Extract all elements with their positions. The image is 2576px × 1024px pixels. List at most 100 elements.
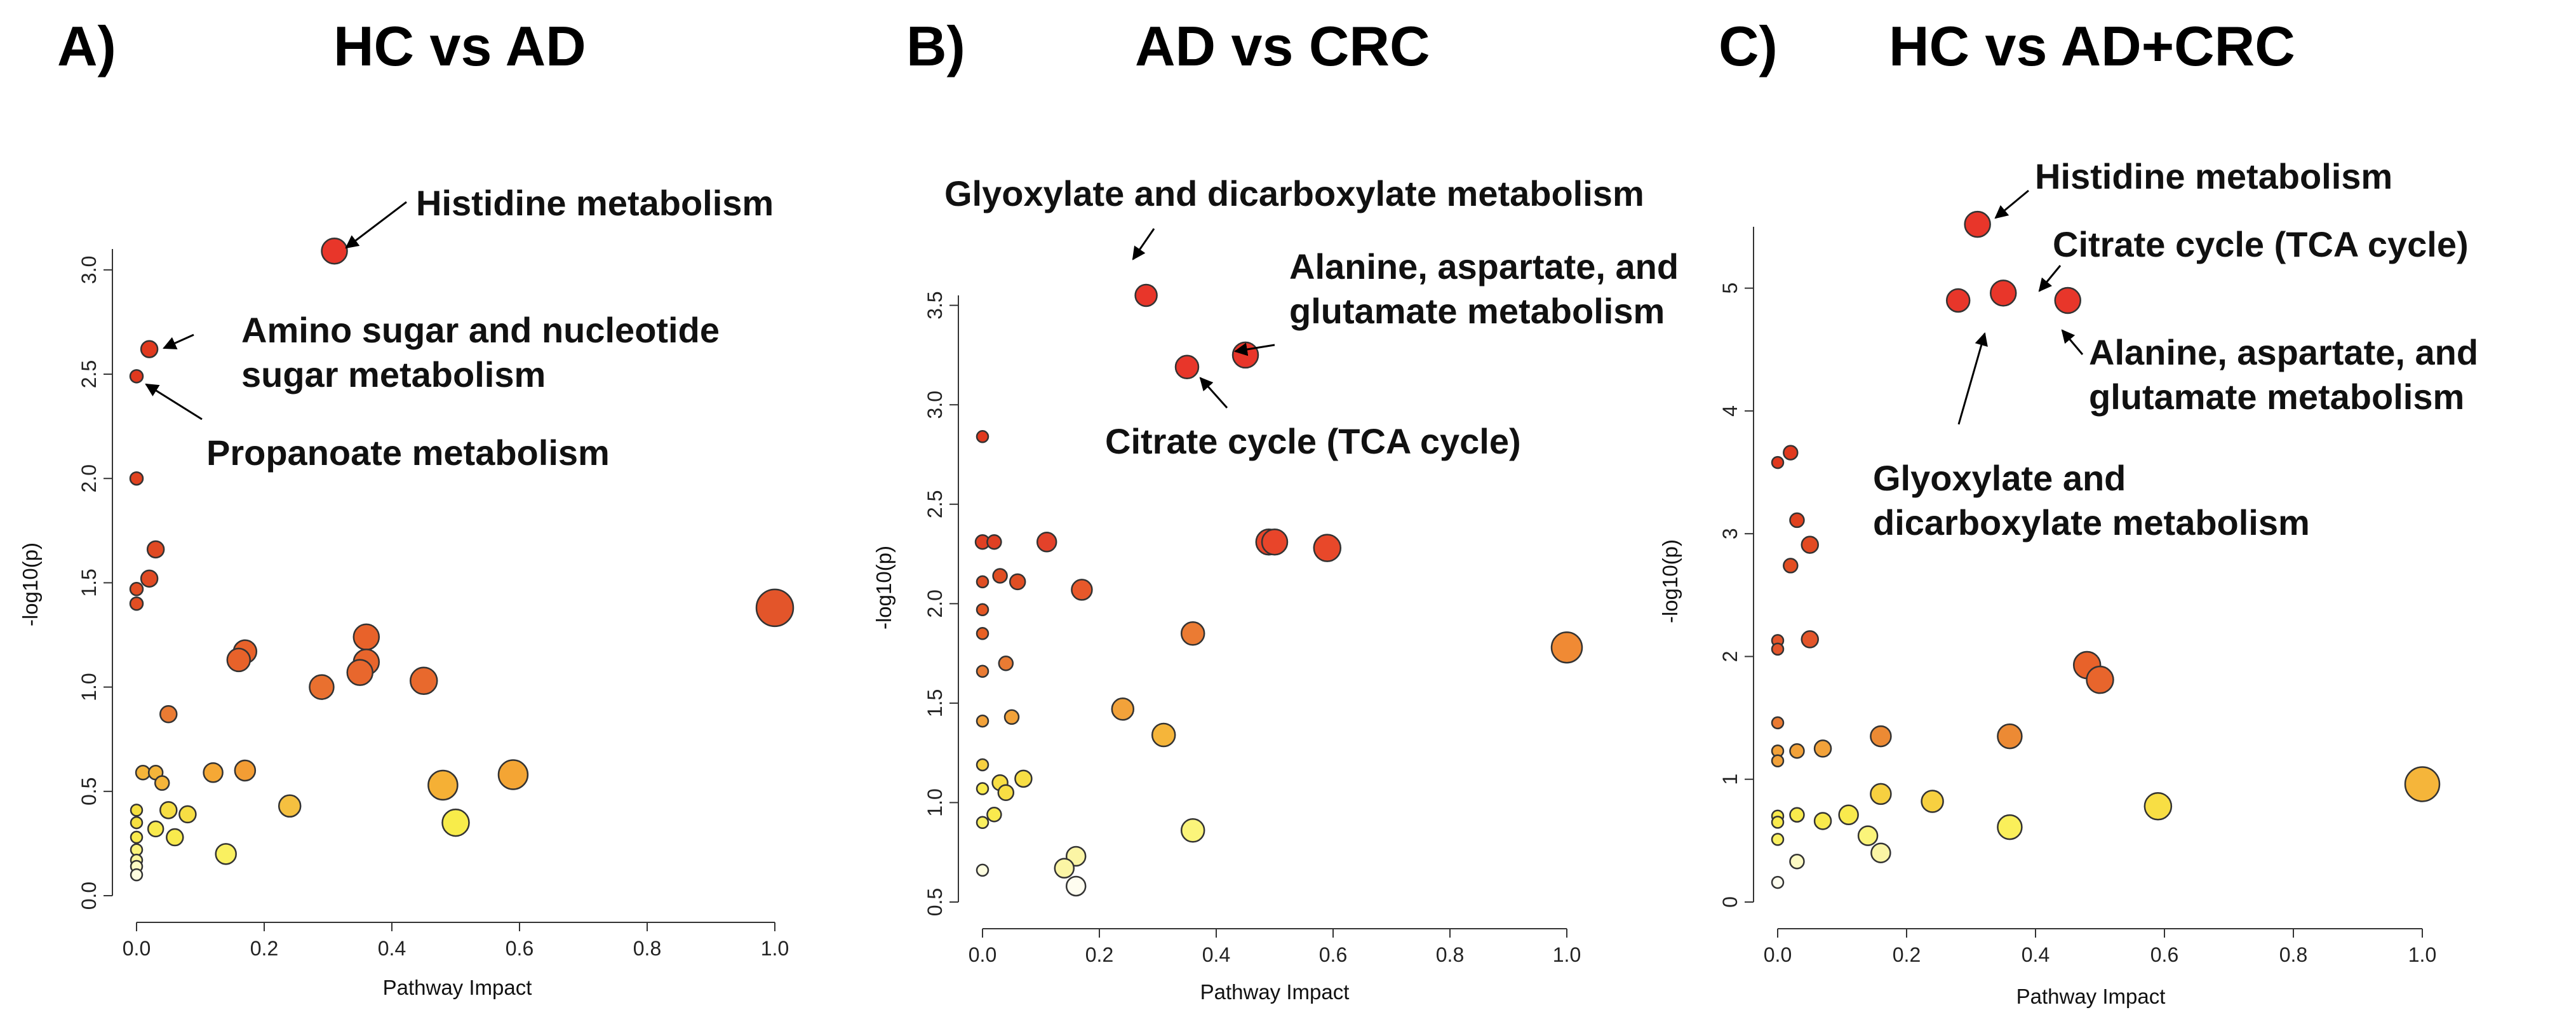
data-point[interactable] (1813, 812, 1832, 830)
data-point[interactable] (976, 863, 989, 877)
data-point[interactable] (986, 534, 1002, 550)
data-point[interactable] (1789, 807, 1805, 823)
data-point[interactable] (1990, 280, 2017, 307)
data-point[interactable] (1313, 534, 1342, 562)
data-point[interactable] (140, 340, 159, 358)
data-point[interactable] (992, 568, 1008, 584)
data-point[interactable] (1151, 722, 1176, 748)
data-point[interactable] (135, 765, 151, 781)
data-point[interactable] (321, 238, 348, 265)
data-point[interactable] (1801, 536, 1819, 554)
data-point[interactable] (130, 830, 144, 844)
data-point[interactable] (1009, 573, 1026, 591)
data-point[interactable] (1921, 790, 1944, 813)
data-point[interactable] (1783, 558, 1799, 574)
data-point[interactable] (1771, 716, 1785, 730)
data-point[interactable] (2086, 665, 2114, 694)
data-point[interactable] (130, 868, 144, 882)
data-point[interactable] (234, 759, 257, 782)
data-point[interactable] (1134, 283, 1158, 307)
data-point[interactable] (1870, 783, 1892, 805)
data-point[interactable] (1771, 833, 1785, 846)
data-point[interactable] (129, 369, 144, 384)
data-point[interactable] (226, 647, 252, 673)
data-point[interactable] (1036, 532, 1057, 553)
data-point[interactable] (129, 596, 144, 611)
data-point[interactable] (1801, 630, 1819, 649)
data-point[interactable] (976, 664, 989, 678)
data-point[interactable] (309, 674, 335, 700)
data-point[interactable] (1771, 816, 1785, 829)
data-point[interactable] (129, 582, 144, 596)
data-point[interactable] (976, 816, 989, 830)
y-tick-label: 3.0 (923, 391, 946, 419)
data-point[interactable] (278, 794, 302, 818)
data-point[interactable] (1870, 725, 1892, 748)
data-point[interactable] (976, 575, 989, 589)
data-point[interactable] (1997, 814, 2023, 840)
data-point[interactable] (2054, 286, 2081, 314)
data-point[interactable] (129, 471, 144, 486)
data-point[interactable] (166, 828, 184, 847)
data-point[interactable] (1180, 621, 1205, 646)
data-point[interactable] (1783, 445, 1799, 461)
data-point[interactable] (1071, 579, 1093, 601)
data-point[interactable] (1550, 631, 1583, 664)
data-point[interactable] (1789, 512, 1805, 529)
data-point[interactable] (140, 569, 159, 588)
data-point[interactable] (976, 782, 989, 795)
data-point[interactable] (410, 666, 438, 696)
data-point[interactable] (998, 656, 1014, 671)
data-point[interactable] (1771, 754, 1785, 767)
data-point[interactable] (1180, 818, 1205, 843)
data-point[interactable] (976, 627, 989, 640)
data-point[interactable] (159, 801, 178, 819)
data-point[interactable] (352, 623, 380, 651)
data-point[interactable] (215, 843, 237, 865)
data-point[interactable] (2143, 792, 2173, 821)
data-point[interactable] (1261, 529, 1289, 556)
data-point[interactable] (997, 784, 1015, 802)
data-point[interactable] (441, 808, 470, 837)
data-point[interactable] (1857, 825, 1879, 846)
data-point[interactable] (976, 714, 989, 728)
data-point[interactable] (2404, 766, 2441, 802)
data-point[interactable] (1231, 341, 1259, 369)
data-point[interactable] (178, 805, 197, 824)
data-point[interactable] (1111, 697, 1135, 721)
data-point[interactable] (1838, 804, 1859, 826)
data-point[interactable] (976, 430, 989, 443)
data-point[interactable] (1003, 709, 1020, 725)
data-point[interactable] (154, 775, 170, 791)
data-point[interactable] (976, 758, 989, 772)
y-tick-label: 5 (1719, 283, 1741, 294)
data-point[interactable] (1789, 853, 1805, 870)
y-tick-label: 3 (1719, 528, 1741, 539)
data-point[interactable] (346, 659, 373, 686)
data-point[interactable] (755, 588, 795, 628)
data-point[interactable] (146, 540, 165, 559)
data-point[interactable] (1813, 739, 1832, 758)
data-point[interactable] (1870, 842, 1891, 863)
data-point[interactable] (130, 804, 144, 817)
data-point[interactable] (203, 762, 224, 783)
annotation-line: Alanine, aspartate, and (1289, 246, 1679, 286)
data-point[interactable] (130, 816, 144, 830)
data-point[interactable] (1945, 288, 1971, 313)
data-point[interactable] (1771, 455, 1785, 469)
data-point[interactable] (1771, 875, 1785, 889)
data-point[interactable] (1997, 723, 2023, 750)
data-point[interactable] (1789, 743, 1805, 759)
data-point[interactable] (986, 806, 1002, 823)
data-point[interactable] (159, 705, 178, 724)
data-point[interactable] (1014, 769, 1033, 788)
data-point[interactable] (1771, 642, 1785, 656)
data-point[interactable] (427, 769, 459, 801)
data-point[interactable] (976, 603, 989, 616)
data-point[interactable] (1054, 858, 1075, 879)
data-point[interactable] (1964, 210, 1991, 238)
data-point[interactable] (497, 759, 529, 790)
data-point[interactable] (1065, 875, 1087, 897)
data-point[interactable] (147, 820, 164, 838)
data-point[interactable] (1174, 354, 1200, 379)
